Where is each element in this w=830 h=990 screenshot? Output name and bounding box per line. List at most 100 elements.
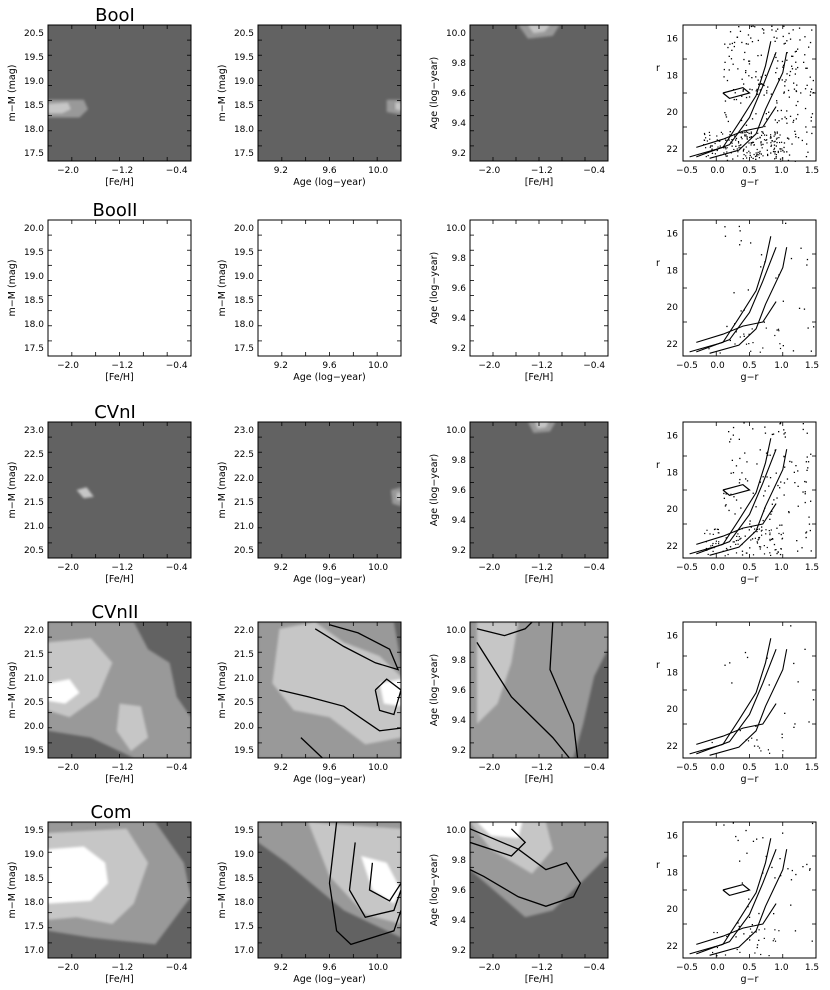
cmd-point — [778, 532, 780, 535]
cmd-point — [731, 49, 733, 51]
cmd-point — [749, 136, 751, 139]
cmd-point — [782, 35, 784, 38]
cmd-point — [716, 139, 718, 141]
x-tick-label: −0.4 — [166, 563, 188, 573]
cmd-point — [756, 528, 759, 531]
cmd-point — [741, 138, 743, 140]
cmd-point — [783, 142, 786, 144]
cmd-point — [779, 134, 781, 136]
density-region — [308, 822, 401, 924]
cmd-point — [714, 142, 716, 145]
cmd-point — [806, 456, 808, 458]
cmd-point — [773, 135, 775, 137]
contour-line — [348, 842, 401, 918]
cmd-point — [776, 121, 778, 124]
cmd-point — [776, 37, 778, 39]
cmd-point — [792, 29, 794, 31]
cmd-point — [783, 429, 785, 431]
cmd-point — [775, 138, 778, 140]
x-tick-label: −2.0 — [57, 563, 79, 573]
cmd-point — [773, 499, 775, 501]
cmd-point — [735, 499, 738, 501]
cmd-point — [750, 144, 752, 146]
cmd-point — [759, 481, 761, 483]
density-region — [48, 846, 109, 904]
branch-contour — [722, 883, 751, 897]
cmd-point — [742, 132, 744, 134]
y-tick-label: 22.0 — [24, 474, 44, 484]
cmd-point — [733, 98, 735, 101]
cmd-point — [737, 151, 739, 153]
cmd-point — [726, 147, 728, 149]
y-tick-label: 9.2 — [452, 746, 466, 756]
cmd-point — [724, 555, 726, 557]
cmd-point — [808, 516, 810, 518]
cmd-point — [806, 143, 808, 145]
cmd-point — [758, 546, 761, 548]
y-tick-label: 10.0 — [446, 29, 466, 39]
cmd-point — [718, 140, 720, 142]
cmd-point — [804, 491, 806, 493]
y-tick-label: 18.0 — [24, 320, 44, 330]
cmd-point — [711, 145, 713, 147]
cmd-point — [735, 331, 737, 333]
cmd-point — [807, 327, 809, 329]
cmd-point — [774, 153, 776, 155]
density-region — [396, 492, 401, 501]
y-tick-label: 9.4 — [452, 716, 467, 726]
y-tick-label: 10.0 — [446, 224, 466, 234]
cmd-point — [764, 426, 766, 428]
isochrone-line — [709, 849, 788, 956]
cmd-point — [723, 76, 725, 78]
cmd-point — [741, 554, 744, 556]
cmd-point — [784, 432, 786, 434]
x-tick-label: −0.4 — [166, 963, 188, 973]
cmd-point — [810, 91, 812, 93]
cmd-point — [754, 537, 756, 539]
cmd-point — [783, 482, 786, 484]
cmd-point — [746, 138, 748, 140]
x-axis-label: [Fe/H] — [525, 177, 554, 188]
cmd-point — [771, 538, 773, 541]
y-tick-label: 19.5 — [24, 826, 44, 836]
cmd-point — [780, 109, 782, 112]
row-cvnii: CVnII −2.0 −1.2 −0.4 22.0 21.5 21.0 20.5 20.0 19.… — [7, 602, 819, 785]
x-tick-label: −2.0 — [478, 963, 500, 973]
isochrone-line — [696, 51, 777, 158]
cmd-point — [750, 242, 752, 244]
cmd-point — [813, 326, 815, 328]
x-tick-label: −0.4 — [583, 166, 605, 176]
y-tick-label: 19.5 — [24, 248, 44, 258]
cmd-point — [756, 541, 758, 543]
cmd-point — [801, 139, 803, 142]
cmd-point — [762, 143, 764, 146]
plot-area — [258, 25, 401, 161]
cmd-point — [765, 529, 767, 531]
cmd-point — [748, 898, 750, 900]
panel-1: −2.0 −1.2 −0.4 23.0 22.5 22.0 21.5 21.0 20.5 [Fe/… — [7, 421, 192, 585]
cmd-point — [735, 543, 737, 545]
cmd-point — [757, 39, 759, 42]
cmd-point — [765, 139, 767, 141]
y-tick-label: 20.5 — [234, 546, 254, 556]
cmd-point — [789, 70, 792, 73]
cmd-point — [793, 119, 795, 122]
cmd-point — [799, 39, 801, 41]
y-tick-label: 9.8 — [452, 59, 467, 69]
cmd-point — [756, 88, 758, 91]
cmd-point — [760, 953, 762, 956]
x-tick-label: 0.5 — [742, 166, 756, 176]
y-tick-label: 20 — [667, 905, 679, 915]
cmd-point — [750, 131, 752, 133]
x-axis-label: [Fe/H] — [105, 774, 134, 785]
cmd-point — [790, 879, 793, 881]
x-tick-label: −1.2 — [111, 166, 133, 176]
cmd-point — [751, 931, 753, 933]
cmd-point — [795, 68, 797, 70]
cmd-point — [786, 59, 788, 61]
y-tick-label: 19.5 — [234, 746, 254, 756]
cmd-point — [723, 147, 725, 149]
cmd-point — [781, 118, 783, 120]
cmd-point — [780, 150, 782, 152]
cmd-point — [724, 954, 727, 956]
